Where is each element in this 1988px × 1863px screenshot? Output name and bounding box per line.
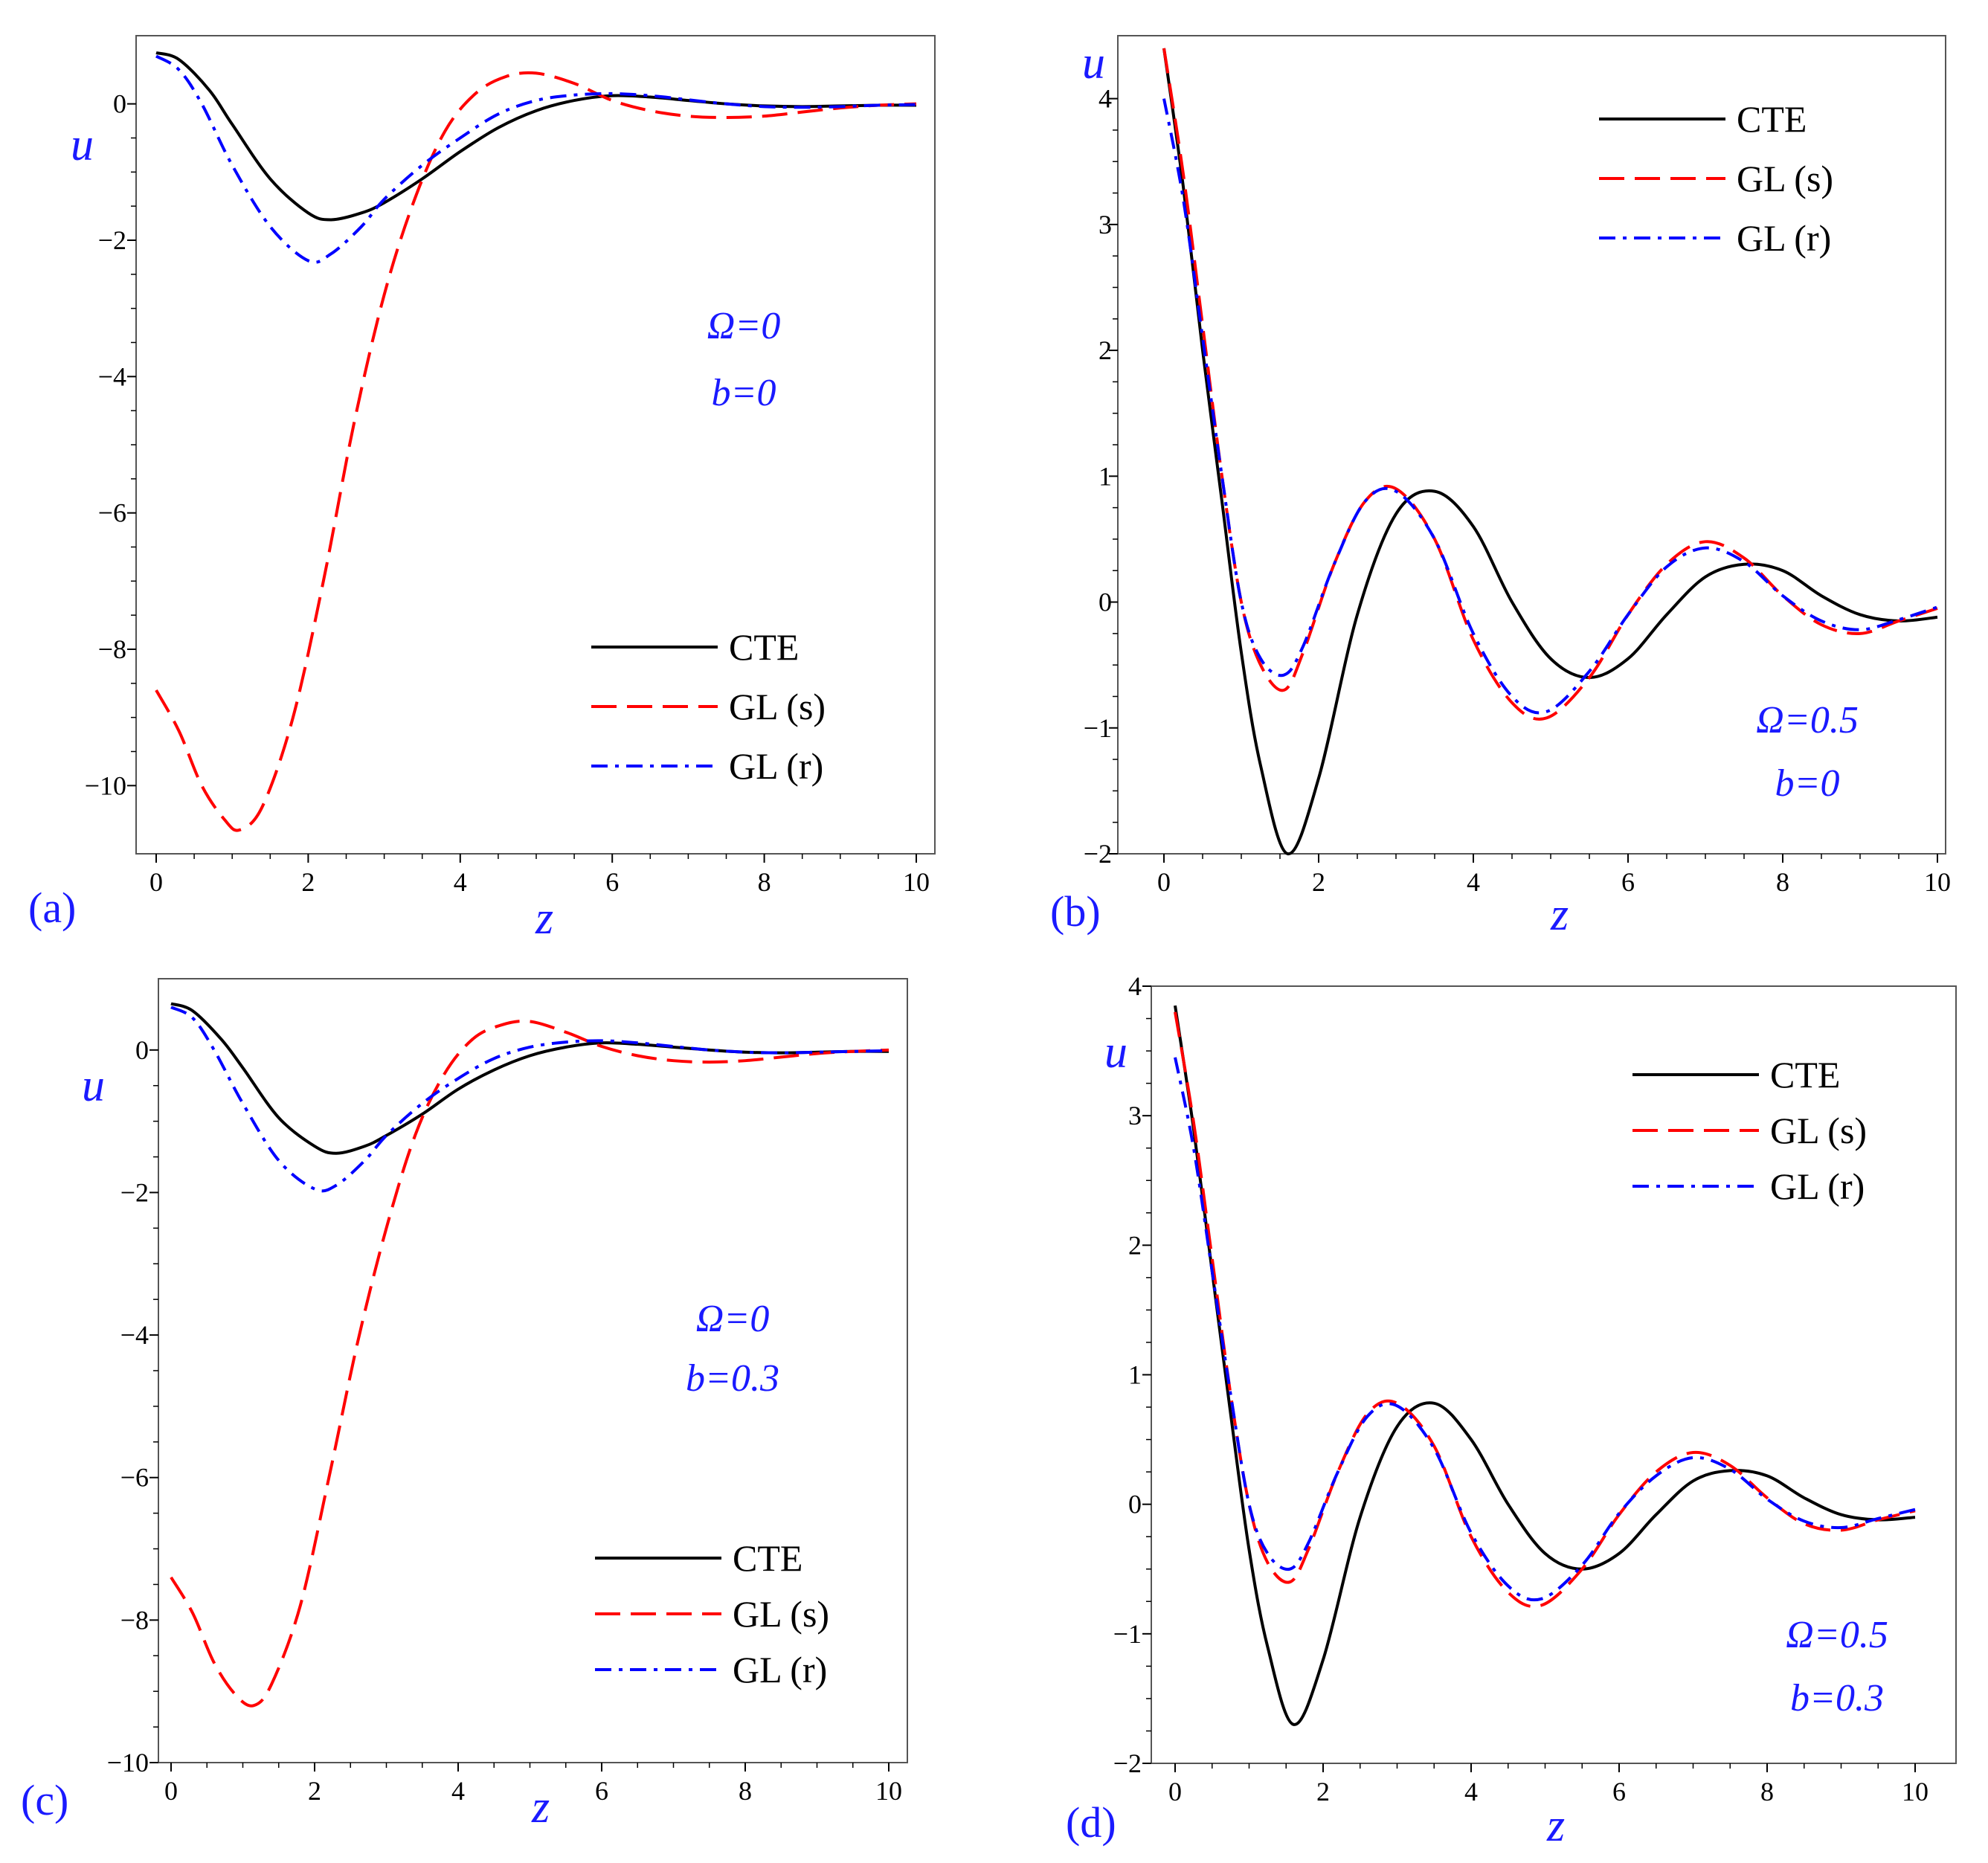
x-tick-label: 4 [1464,1777,1478,1806]
x-tick-label: 10 [903,867,930,897]
y-tick-label: 1 [1128,1360,1142,1390]
parameter-annotation: Ω=0 [707,305,781,347]
y-tick-label: −10 [107,1748,149,1777]
y-tick-label: −6 [120,1463,149,1493]
panel-label: (b) [1050,887,1101,936]
x-tick-label: 4 [1467,867,1480,897]
parameter-annotation: b=0.3 [1790,1677,1884,1719]
x-tick-label: 8 [1760,1777,1774,1806]
y-tick-label: −10 [85,770,126,800]
y-tick-label: −4 [120,1320,149,1350]
y-tick-label: 2 [1128,1230,1142,1260]
legend-label-cte: CTE [1770,1054,1840,1095]
chart-panel-c: 0 2 4 6 8 10 0 −2 −4 −6 −8 −10 CTE GL (s) GL (r) Ω=0 b=0… [21,978,908,1833]
x-tick-label: 10 [875,1776,902,1806]
panel-label: (a) [28,884,76,932]
series-line-gl-s [155,71,917,832]
panel-label: (c) [21,1776,68,1824]
y-tick-label: −8 [120,1605,149,1635]
x-tick-label: 8 [739,1776,752,1806]
legend-label-gl-s: GL (s) [1770,1110,1867,1151]
x-tick-label: 2 [1316,1777,1330,1806]
x-axis-label: z [535,893,553,944]
x-tick-label: 6 [595,1776,608,1806]
y-tick-label: −6 [98,498,126,528]
x-tick-label: 8 [1776,867,1789,897]
parameter-annotation: Ω=0.5 [1786,1614,1888,1656]
y-axis-label: u [1104,1027,1128,1078]
y-tick-label: 4 [1098,84,1112,114]
x-tick-label: 0 [1157,867,1171,897]
y-tick-label: 4 [1128,971,1142,1001]
series-line-cte [1162,48,1938,855]
legend-label-gl-r: GL (r) [733,1649,827,1690]
y-tick-label: −2 [98,225,126,255]
x-tick-label: 10 [1924,867,1951,897]
y-tick-label: 2 [1098,335,1112,365]
x-tick-label: 6 [605,867,619,897]
series-line-gl-s [1174,1011,1916,1609]
x-tick-label: 10 [1902,1777,1929,1806]
x-tick-label: 2 [308,1776,321,1806]
x-tick-label: 4 [451,1776,465,1806]
y-tick-label: 3 [1098,210,1112,239]
plot-frame [158,978,908,1763]
y-axis-label: u [1082,38,1105,89]
y-tick-label: −8 [98,634,126,664]
legend-label-gl-s: GL (s) [733,1593,829,1635]
y-tick-label: 3 [1128,1101,1142,1130]
series-line-gl-s [170,1020,890,1708]
y-tick-label: 0 [1128,1490,1142,1519]
legend-label-gl-r: GL (r) [1770,1165,1865,1207]
x-tick-label: 0 [1168,1777,1182,1806]
x-axis-label: z [1550,889,1569,940]
x-tick-label: 6 [1612,1777,1626,1806]
x-tick-label: 8 [758,867,771,897]
series-line-gl-r [1162,98,1938,715]
legend-label-gl-r: GL (r) [729,745,823,787]
y-tick-label: 0 [113,89,126,119]
series-line-gl-r [170,1005,890,1193]
y-tick-label: −2 [120,1177,149,1207]
y-tick-label: −2 [1113,1748,1142,1778]
series-line-cte [170,1002,890,1155]
parameter-annotation: Ω=0.5 [1756,699,1859,741]
x-tick-label: 0 [164,1776,178,1806]
x-axis-label: z [1546,1801,1565,1851]
y-axis-label: u [82,1061,105,1111]
series-line-gl-s [1162,48,1938,721]
x-tick-label: 0 [149,867,163,897]
x-axis-label: z [531,1782,550,1833]
x-tick-label: 4 [454,867,467,897]
y-tick-label: 1 [1098,461,1112,491]
legend-label-cte: CTE [733,1537,802,1579]
legend-label-gl-s: GL (s) [729,686,826,727]
parameter-annotation: b=0 [711,372,776,414]
y-tick-label: −4 [98,361,126,391]
x-tick-label: 6 [1621,867,1635,897]
x-tick-label: 2 [301,867,315,897]
y-tick-label: 0 [135,1035,149,1065]
legend-label-gl-r: GL (r) [1737,217,1831,259]
legend-label-cte: CTE [729,626,799,668]
y-tick-label: 0 [1098,588,1112,617]
panel-label: (d) [1066,1798,1116,1847]
legend-label-cte: CTE [1737,98,1807,140]
y-tick-label: −1 [1113,1619,1142,1649]
legend-label-gl-s: GL (s) [1737,158,1833,199]
y-tick-label: −2 [1084,839,1112,869]
y-axis-label: u [71,120,94,170]
series-line-gl-r [155,54,917,264]
series-line-cte [155,51,917,222]
y-tick-label: −1 [1084,713,1112,743]
x-tick-label: 2 [1312,867,1325,897]
parameter-annotation: b=0 [1775,762,1839,805]
chart-panel-a: 0 2 4 6 8 10 0 −2 −4 −6 −8 −10 CTE GL (s) GL (r) Ω=0 b=0… [28,35,936,944]
parameter-annotation: b=0.3 [686,1357,779,1400]
series-line-gl-r [1174,1057,1916,1602]
parameter-annotation: Ω=0 [696,1298,770,1340]
